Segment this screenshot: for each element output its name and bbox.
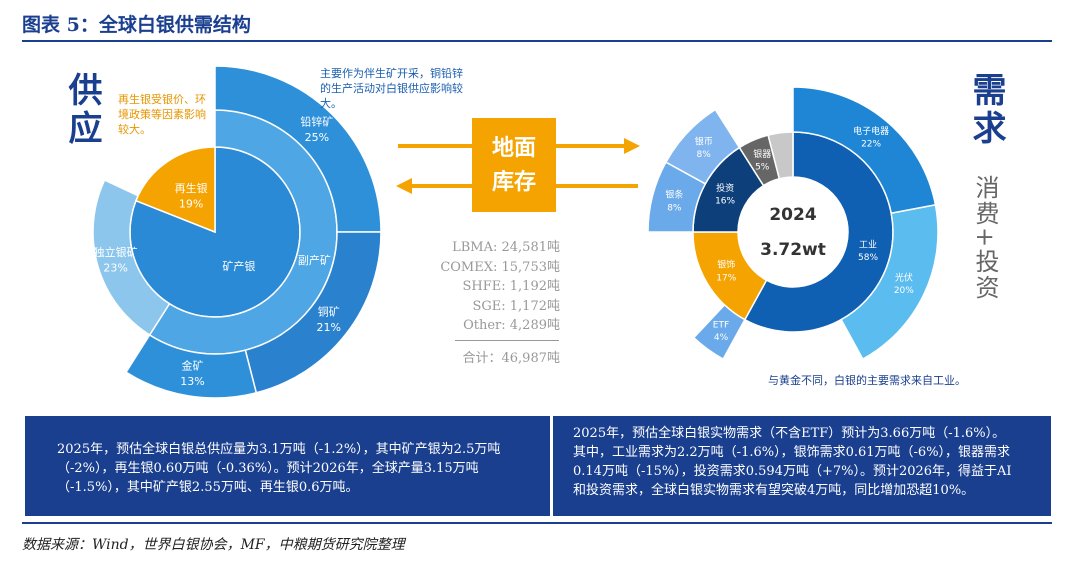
segment-label: 5% (755, 163, 770, 173)
inventory-item: COMEX: 15,753吨 (440, 259, 560, 275)
sunburst (647, 86, 939, 361)
segment-name: 银器 (753, 148, 771, 160)
supply-top-note: 主要作为伴生矿开采，铜铅锌的生产活动对白银供应影响较大。 (320, 67, 463, 110)
labels: 工业 58% 电子电器 22% 光伏 20% 银饰 17% ETF 4% 投资 16% 银条 8% 银币 8%… (665, 125, 914, 343)
segment-name: 再生银 (175, 181, 208, 195)
demand-note: 与黄金不同，白银的主要需求来自工业。 (768, 374, 966, 387)
demand-title: 需求 (966, 72, 1006, 148)
segment-label: 4% (714, 333, 729, 343)
inventory-title: 地面库存 (472, 118, 556, 212)
segment-name: 金矿 (181, 359, 203, 373)
segment (840, 203, 939, 361)
inventory-item: LBMA: 24,581吨 (452, 240, 560, 255)
segment-name: 矿产银 (222, 259, 255, 273)
labels: 矿产银 副产矿 铅锌矿 25% 铜矿 21% 金矿 13% 独立银矿 23% 再生银 19% (94, 114, 341, 387)
inventory-item: SGE: 1,172吨 (472, 298, 560, 314)
segment-name: 银币 (695, 135, 713, 147)
demand-center: 2024 3.72wt (760, 205, 826, 260)
segment-label: 22% (861, 139, 881, 149)
rule (22, 522, 1052, 524)
inventory-total: 合计：46,987吨 (462, 351, 561, 366)
segment-label: 13% (180, 375, 204, 388)
segment (767, 131, 794, 180)
segment-label: 25% (305, 131, 329, 144)
segment (92, 179, 171, 337)
segment-label: 17% (716, 273, 736, 283)
segment-label: 21% (317, 321, 341, 334)
segment-name: 副产矿 (298, 253, 331, 267)
source: 数据来源：Wind，世界白银协会，MF，中粮期货研究院整理 (22, 537, 405, 553)
rule (22, 40, 1052, 42)
segment-name: 银饰 (717, 259, 735, 271)
supply-summary: 2025年，预估全球白银总供应量为3.1万吨（-1.2%），其中矿产银为2.5万… (25, 416, 550, 516)
segment-name: 铅锌矿 (300, 114, 333, 128)
segment-name: 投资 (716, 182, 734, 194)
segment-name: 电子电器 (853, 125, 889, 137)
segment-name: 工业 (859, 239, 877, 250)
inventory-item: SHFE: 1,192吨 (462, 279, 560, 294)
segment-name: ETF (713, 320, 729, 330)
segment-label: 23% (103, 262, 127, 275)
supply-note: 再生银受银价、环境政策等因素影响较大。 (118, 93, 206, 136)
sunburst (92, 65, 382, 399)
segment-label: 58% (858, 253, 878, 263)
segment (692, 303, 746, 361)
segment-label: 16% (715, 196, 735, 206)
segment-label: 8% (697, 150, 712, 160)
segment (125, 333, 258, 399)
separator (455, 340, 559, 341)
inventory-title-text: 地面库存 (491, 135, 536, 195)
demand-total: 3.72wt (760, 240, 826, 260)
supply-title: 供应 (62, 72, 102, 148)
demand-subtitle: 消费+投资 (971, 175, 999, 302)
segment-name: 银条 (665, 189, 683, 201)
segment-name: 光伏 (895, 271, 913, 283)
segment-label: 19% (179, 198, 203, 211)
demand-summary: 2025年，预估全球白银实物需求（不含ETF）预计为3.66万吨（-1.6%）。… (553, 416, 1051, 516)
inventory-item: Other: 4,289吨 (463, 318, 560, 333)
demand-year: 2024 (769, 205, 816, 225)
segment-label: 8% (667, 203, 682, 213)
segment-name: 独立银矿 (94, 245, 138, 259)
segment-name: 铜矿 (318, 305, 340, 319)
inventory-list: LBMA: 24,581吨 COMEX: 15,753吨 SHFE: 1,192吨 S… (400, 238, 560, 336)
segment (664, 108, 741, 185)
title: 图表 5：全球白银供需结构 (22, 14, 251, 36)
segment-label: 20% (894, 286, 914, 296)
segment (134, 146, 216, 234)
